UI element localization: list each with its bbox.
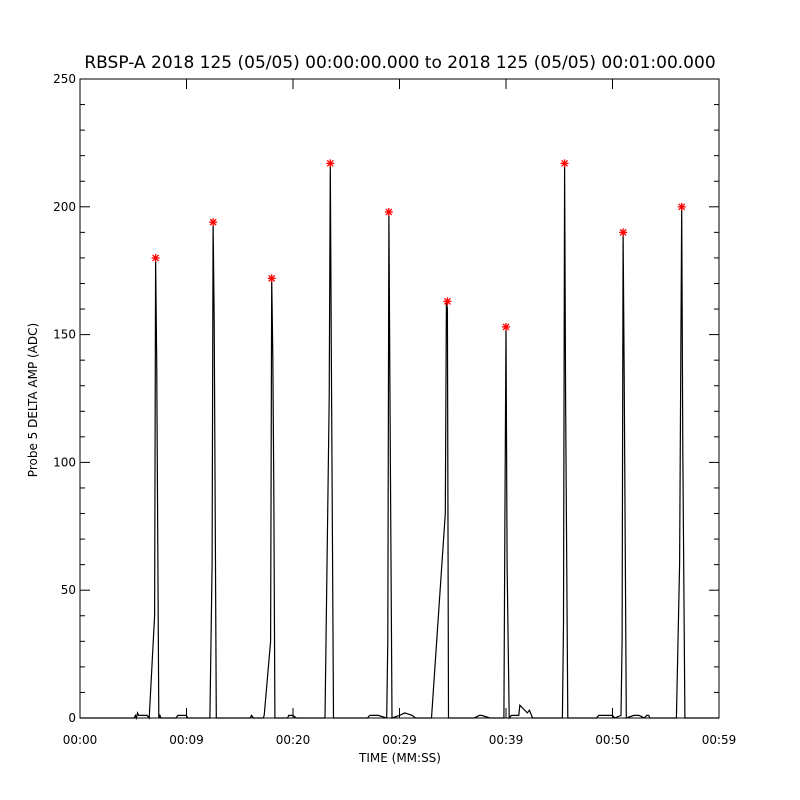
peak-marker-stroke — [209, 218, 217, 226]
x-tick-label: 00:59 — [702, 733, 737, 747]
peak-marker — [502, 322, 510, 331]
peak-marker — [560, 159, 569, 168]
peak-marker-stroke — [152, 254, 160, 262]
y-tick-label: 100 — [53, 455, 76, 469]
peak-marker-stroke — [326, 159, 334, 167]
y-tick-label: 50 — [61, 583, 76, 597]
y-tick-label: 200 — [53, 200, 76, 214]
series-line — [80, 163, 719, 721]
peak-marker-stroke — [678, 203, 686, 211]
peak-markers — [151, 159, 686, 331]
x-tick-label: 00:00 — [63, 733, 98, 747]
y-tick-label: 0 — [68, 711, 76, 725]
x-tick-label: 00:09 — [169, 733, 204, 747]
peak-marker — [677, 202, 686, 211]
peak-marker-stroke — [561, 159, 569, 167]
peak-marker — [326, 159, 335, 168]
peak-marker-stroke — [268, 274, 276, 282]
tick-marks — [79, 78, 720, 719]
y-axis-label: Probe 5 DELTA AMP (ADC) — [26, 322, 40, 478]
y-tick-label: 250 — [53, 72, 76, 86]
peak-marker-stroke — [443, 297, 451, 305]
chart-title: RBSP-A 2018 125 (05/05) 00:00:00.000 to … — [84, 53, 716, 73]
x-tick-label: 00:20 — [276, 733, 311, 747]
peak-marker — [384, 207, 393, 216]
tick-labels: 0 50 100 150 200 250 00:00 00:09 00:20 00:29 00:39… — [53, 72, 736, 747]
peak-marker — [619, 228, 628, 237]
series-layer — [80, 163, 719, 721]
x-axis-label: TIME (MM:SS) — [359, 751, 441, 765]
x-tick-label: 00:50 — [595, 733, 630, 747]
peak-marker-stroke — [385, 208, 393, 216]
y-tick-label: 150 — [53, 328, 76, 342]
peak-marker-stroke — [502, 323, 510, 331]
peak-marker — [267, 274, 276, 283]
x-tick-label: 00:39 — [489, 733, 524, 747]
peak-marker — [151, 253, 160, 262]
peak-marker-stroke — [619, 228, 627, 236]
peak-marker — [443, 297, 452, 306]
peak-marker — [209, 218, 218, 227]
x-tick-label: 00:29 — [382, 733, 417, 747]
